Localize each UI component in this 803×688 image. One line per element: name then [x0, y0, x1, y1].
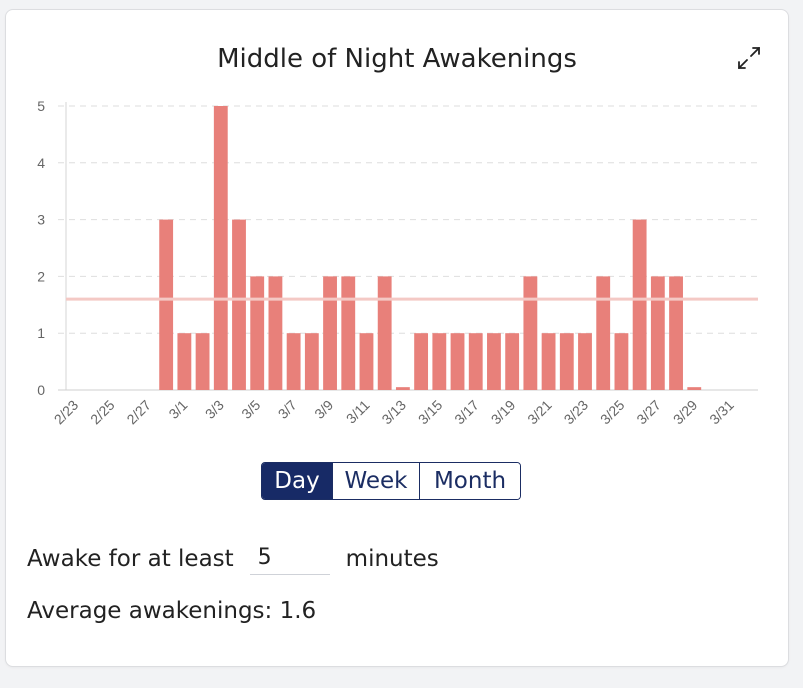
- bar: [650, 276, 665, 390]
- x-tick-label: 3/17: [451, 397, 482, 428]
- x-tick-label: 3/5: [238, 397, 263, 422]
- y-tick-label: 2: [37, 268, 45, 284]
- bar: [468, 333, 483, 390]
- bar: [395, 387, 410, 390]
- x-tick-label: 2/27: [123, 397, 154, 428]
- x-tick-label: 2/23: [51, 397, 82, 428]
- bar: [304, 333, 319, 390]
- expand-arrows-icon[interactable]: [736, 45, 762, 71]
- bar: [578, 333, 592, 390]
- bar: [505, 333, 520, 390]
- bar: [341, 276, 356, 390]
- average-awakenings-text: Average awakenings: 1.6: [27, 598, 317, 624]
- awake-prefix-label: Awake for at least: [27, 546, 234, 572]
- x-tick-label: 3/1: [165, 397, 190, 422]
- y-tick-label: 1: [37, 325, 45, 341]
- bar: [596, 276, 611, 390]
- x-tick-label: 3/15: [415, 397, 446, 428]
- y-tick-label: 0: [37, 382, 45, 398]
- y-tick-label: 4: [37, 155, 45, 171]
- x-tick-label: 3/9: [311, 397, 336, 422]
- bar: [359, 333, 374, 390]
- bar: [559, 333, 574, 390]
- x-tick-label: 3/11: [343, 397, 373, 427]
- x-tick-label: 2/25: [87, 397, 118, 428]
- bar: [213, 106, 228, 390]
- bar: [177, 333, 192, 390]
- bar: [669, 276, 683, 390]
- bar: [432, 333, 447, 390]
- period-day-button[interactable]: Day: [262, 463, 332, 499]
- bar: [523, 276, 538, 390]
- y-tick-label: 3: [37, 212, 45, 228]
- bar: [487, 333, 501, 390]
- bar: [159, 219, 174, 390]
- bar: [268, 276, 283, 390]
- period-month-button[interactable]: Month: [419, 463, 520, 499]
- x-tick-label: 3/23: [561, 397, 592, 428]
- period-week-button[interactable]: Week: [332, 463, 419, 499]
- x-tick-label: 3/7: [275, 397, 300, 422]
- x-tick-label: 3/29: [670, 397, 701, 428]
- bar: [250, 276, 265, 390]
- period-selector: Day Week Month: [261, 462, 521, 500]
- y-tick-label: 5: [37, 98, 45, 114]
- bar: [414, 333, 429, 390]
- x-tick-label: 3/3: [202, 397, 227, 422]
- bar: [541, 333, 556, 390]
- x-tick-label: 3/19: [488, 397, 519, 428]
- x-tick-label: 3/27: [633, 397, 664, 428]
- bar: [687, 387, 702, 390]
- x-tick-label: 3/21: [524, 397, 555, 428]
- bar: [377, 276, 392, 390]
- bar: [232, 219, 246, 390]
- awake-minutes-input[interactable]: [249, 543, 330, 575]
- chart-title: Middle of Night Awakenings: [217, 44, 577, 74]
- bar: [195, 333, 210, 390]
- bar: [614, 333, 629, 390]
- x-tick-label: 3/13: [378, 397, 409, 428]
- bar: [632, 219, 647, 390]
- bar: [450, 333, 465, 390]
- x-tick-label: 3/31: [706, 397, 737, 428]
- bar: [286, 333, 301, 390]
- bar: [323, 276, 337, 390]
- awake-threshold-row: Awake for at least minutes: [27, 543, 439, 575]
- awake-suffix-label: minutes: [345, 546, 439, 572]
- x-tick-label: 3/25: [597, 397, 628, 428]
